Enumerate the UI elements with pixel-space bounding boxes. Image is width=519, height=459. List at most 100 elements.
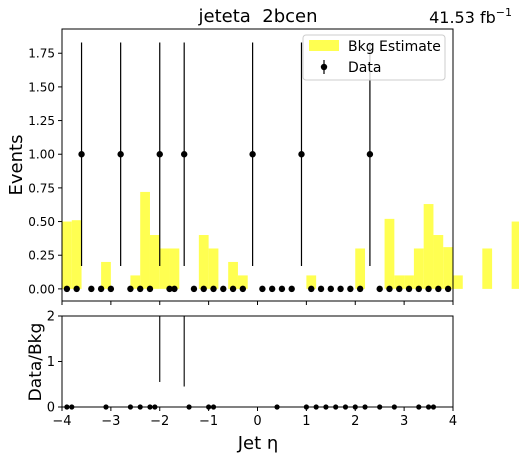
ratio-x-tick-label: −1 — [199, 414, 218, 429]
legend-data-label: Data — [348, 60, 381, 76]
bkg-bar — [433, 235, 444, 289]
bkg-bar — [208, 248, 219, 289]
ratio-x-tick-label: 1 — [302, 414, 310, 429]
y-tick-label: 0.25 — [28, 249, 55, 263]
ratio-y-ticks: 0 1 2 — [47, 310, 62, 416]
data-point — [156, 151, 163, 158]
bkg-bar — [355, 248, 366, 289]
data-point — [190, 285, 198, 293]
data-point — [249, 151, 256, 158]
main-y-ticks: 0.00 0.25 0.50 0.75 1.00 1.25 1.50 1.75 — [28, 47, 62, 296]
ratio-y-tick-label: 2 — [47, 310, 55, 325]
bkg-bar — [384, 218, 395, 289]
ratio-x-axis-label: Jet η — [237, 433, 279, 454]
bkg-histogram — [62, 191, 519, 289]
bkg-bar — [306, 275, 317, 289]
data-point — [278, 285, 286, 293]
bkg-bar — [482, 248, 493, 289]
bkg-bar — [149, 235, 160, 289]
chart-title: jeteta 2bcen — [198, 6, 318, 27]
data-point — [127, 285, 134, 293]
data-point — [337, 285, 344, 293]
bkg-bar — [511, 221, 519, 289]
data-point — [146, 285, 154, 293]
ratio-errorbars — [159, 316, 185, 387]
data-point — [288, 285, 295, 293]
data-point — [78, 151, 85, 158]
ratio-x-tick-label: −2 — [150, 414, 169, 429]
bkg-bar — [101, 261, 111, 289]
bkg-bar — [130, 275, 141, 289]
data-point — [171, 285, 178, 293]
luminosity-unit: fb — [480, 8, 496, 27]
bkg-bar — [394, 275, 405, 289]
ratio-y-axis-label: Data/Bkg — [26, 323, 46, 402]
luminosity-exponent: −1 — [496, 6, 512, 19]
data-point — [425, 285, 432, 293]
bkg-bar — [198, 235, 209, 289]
data-point — [210, 285, 217, 293]
data-point — [137, 285, 144, 293]
ratio-x-tick-label: −3 — [101, 414, 120, 429]
main-y-axis-label: Events — [6, 135, 27, 196]
ratio-x-tick-label: 4 — [449, 414, 457, 429]
data-point — [405, 285, 413, 293]
bkg-bar — [237, 275, 248, 289]
data-point — [166, 285, 173, 293]
y-tick-label: 1.50 — [28, 80, 55, 94]
bkg-bar — [169, 248, 180, 289]
ratio-y-tick-label: 1 — [47, 355, 55, 370]
data-point — [88, 285, 95, 293]
legend-data-marker — [320, 63, 328, 71]
data-point — [356, 285, 364, 293]
data-point — [347, 285, 354, 293]
bkg-bar — [159, 248, 170, 289]
bkg-bar — [404, 275, 414, 289]
data-point — [444, 285, 452, 293]
data-point — [259, 285, 266, 293]
ratio-x-ticks: −4 −3 −2 −1 0 1 2 3 4 — [52, 407, 457, 429]
data-point — [268, 285, 276, 293]
data-point — [117, 151, 124, 158]
data-point — [180, 151, 188, 158]
ratio-panel: 0 1 2 −4 −3 −2 −1 0 1 2 3 4 Data/Bkg Jet η — [26, 310, 457, 455]
data-point — [308, 285, 315, 293]
legend: Bkg Estimate Data — [302, 34, 446, 81]
data-point — [366, 151, 374, 158]
ratio-y-tick-label: 0 — [47, 401, 55, 416]
data-point — [376, 285, 383, 293]
data-point — [415, 285, 422, 293]
main-panel: 0.000.250.500.751.001.251.501.75 Events … — [6, 28, 519, 305]
data-point — [73, 285, 80, 293]
data-point — [107, 285, 115, 293]
bkg-bar — [413, 248, 424, 289]
bkg-bar — [62, 221, 72, 289]
data-point — [327, 285, 335, 293]
bkg-bar — [228, 261, 238, 289]
y-tick-label: 1.75 — [28, 47, 55, 61]
data-point — [97, 285, 105, 293]
data-point — [239, 285, 247, 293]
data-point — [396, 285, 403, 293]
bkg-bar — [140, 191, 150, 289]
data-point — [63, 285, 71, 293]
data-point — [317, 285, 325, 293]
ratio-x-tick-label: −4 — [52, 414, 71, 429]
main-x-ticks — [61, 301, 454, 305]
bkg-bar — [453, 275, 463, 289]
luminosity-value: 41.53 — [429, 8, 475, 27]
ratio-x-tick-label: 0 — [253, 414, 261, 429]
bkg-bar — [423, 204, 434, 289]
data-point — [229, 285, 237, 293]
y-tick-label: 0.50 — [28, 215, 55, 229]
ratio-x-tick-label: 2 — [351, 414, 359, 429]
data-point — [298, 151, 305, 158]
luminosity-label: 41.53 fb−1 — [429, 6, 512, 27]
y-tick-label: 1.25 — [28, 114, 55, 128]
data-point — [200, 285, 207, 293]
legend-bkg-swatch — [309, 40, 339, 51]
legend-bkg-label: Bkg Estimate — [348, 39, 441, 55]
bkg-bar — [443, 247, 453, 289]
data-point — [435, 285, 442, 293]
